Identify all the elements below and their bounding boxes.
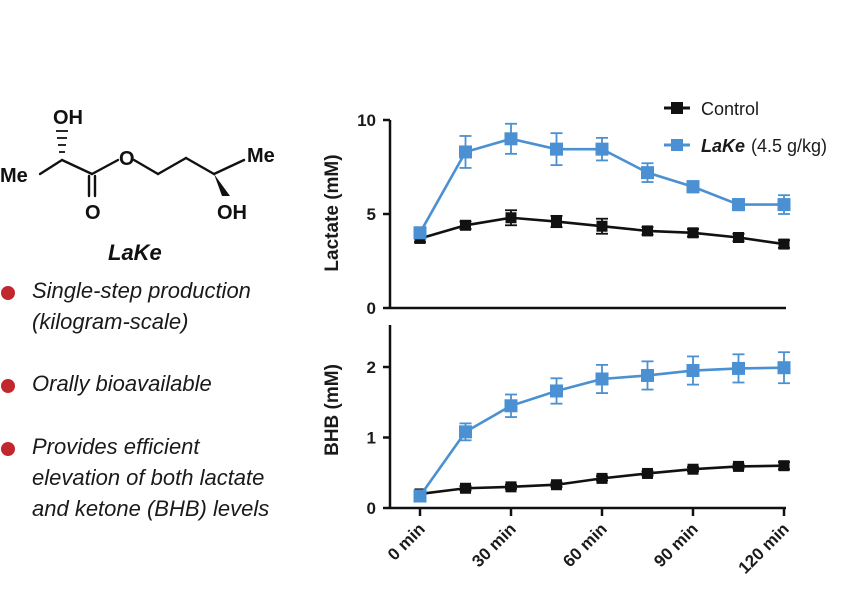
legend-lake-label: LaKe (4.5 g/kg) bbox=[701, 136, 827, 156]
bond-c3-c4 bbox=[156, 156, 188, 176]
feature-line: and ketone (BHB) levels bbox=[32, 496, 270, 521]
lactate-control-point bbox=[642, 225, 653, 237]
x-tick-label: 30 min bbox=[468, 519, 520, 571]
bhb-lake-point bbox=[777, 361, 791, 375]
bhb-axis-label: BHB (mM) bbox=[322, 364, 343, 456]
lactate-lake-point bbox=[732, 198, 745, 212]
lactate-lake-point bbox=[413, 226, 427, 240]
bhb-y-tick-label: 2 bbox=[367, 358, 376, 377]
bhb-lake-point bbox=[459, 425, 472, 439]
feature-line: Provides efficient bbox=[32, 434, 200, 459]
lactate-lake-point bbox=[550, 142, 563, 156]
bullet-dot-icon bbox=[1, 379, 15, 393]
atom-me-left: Me bbox=[0, 165, 28, 187]
lactate-lake-point bbox=[595, 142, 609, 156]
lactate-control-point bbox=[778, 238, 790, 250]
bullet-dot-icon bbox=[1, 442, 15, 456]
lactate-y-tick-label: 10 bbox=[357, 111, 376, 130]
bhb-lake-point bbox=[595, 372, 609, 386]
bond-me-c1 bbox=[38, 158, 64, 176]
legend-control-marker bbox=[671, 102, 683, 114]
bhb-y-tick-label: 0 bbox=[367, 499, 376, 518]
feature-line: elevation of both lactate bbox=[32, 465, 265, 490]
bhb-y-tick-label: 1 bbox=[367, 429, 376, 448]
feature-line: (kilogram-scale) bbox=[32, 309, 189, 334]
lactate-lake-point bbox=[686, 180, 700, 194]
lactate-control-point bbox=[687, 227, 699, 239]
bhb-lake-point bbox=[504, 399, 518, 413]
bhb-lake-point bbox=[550, 384, 563, 398]
lactate-lake-point bbox=[504, 132, 518, 146]
feature-line: Single-step production bbox=[32, 278, 251, 303]
atom-oh-bottom: OH bbox=[217, 202, 247, 224]
compound-name: LaKe bbox=[108, 240, 162, 265]
lactate-y-tick-label: 0 bbox=[367, 299, 376, 318]
chart-legend: Control LaKe (4.5 g/kg) bbox=[664, 99, 827, 156]
lactate-control-point bbox=[505, 212, 517, 224]
lactate-lake-point bbox=[777, 198, 791, 212]
x-tick-label: 60 min bbox=[559, 519, 611, 571]
bhb-control-point bbox=[733, 460, 744, 472]
bond-c2-o-ester bbox=[90, 158, 120, 176]
bond-o-c3 bbox=[132, 158, 160, 176]
lactate-control-point bbox=[460, 219, 471, 231]
bhb-control-point bbox=[642, 467, 653, 479]
bhb-control-point bbox=[596, 472, 608, 484]
lactate-panel: 0 5 10 bbox=[357, 111, 791, 318]
bhb-lake-point bbox=[732, 361, 745, 375]
bhb-lake-point bbox=[686, 364, 700, 378]
x-tick-label: 0 min bbox=[384, 519, 429, 564]
lactate-y-tick-label: 5 bbox=[367, 205, 376, 224]
lactate-lake-point bbox=[459, 145, 472, 159]
atom-o-carbonyl: O bbox=[85, 202, 101, 224]
legend-lake-marker bbox=[671, 139, 683, 151]
bhb-control-point bbox=[551, 479, 562, 491]
bhb-control-point bbox=[778, 460, 790, 472]
bhb-control-point bbox=[460, 482, 471, 494]
lactate-lake-point bbox=[641, 166, 654, 180]
wedge-bond bbox=[214, 174, 230, 196]
lactate-control-point bbox=[733, 232, 744, 243]
feature-line: Orally bioavailable bbox=[32, 371, 212, 396]
legend-lake-dose: (4.5 g/kg) bbox=[751, 136, 827, 156]
x-tick-label: 120 min bbox=[735, 519, 793, 577]
lactate-control-point bbox=[551, 216, 562, 228]
lake-structure-diagram: OH Me O O Me OH bbox=[0, 107, 275, 224]
bhb-control-point bbox=[505, 481, 517, 493]
atom-o-ester: O bbox=[119, 148, 135, 170]
legend-control-label: Control bbox=[701, 99, 759, 119]
x-tick-label: 90 min bbox=[650, 519, 702, 571]
bhb-control-point bbox=[687, 463, 699, 475]
lactate-axis-label: Lactate (mM) bbox=[322, 154, 343, 271]
lactate-control-point bbox=[596, 220, 608, 232]
bhb-lake-point bbox=[413, 489, 427, 503]
legend-lake-name: LaKe bbox=[701, 136, 745, 156]
bhb-lake-point bbox=[641, 368, 654, 382]
bond-c5-me bbox=[212, 158, 246, 176]
atom-oh-top: OH bbox=[53, 107, 83, 129]
bullet-dot-icon bbox=[1, 286, 15, 300]
bond-c4-c5 bbox=[184, 156, 216, 176]
bond-c1-c2 bbox=[60, 158, 94, 176]
atom-me-right: Me bbox=[247, 145, 275, 167]
